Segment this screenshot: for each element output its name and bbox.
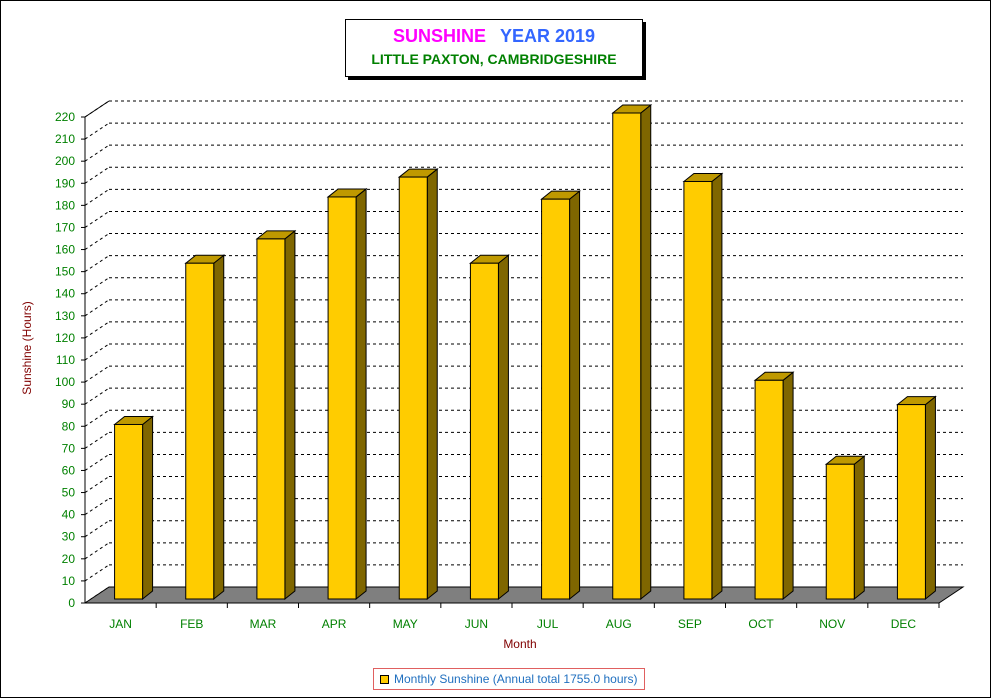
bar-side-oct [782,371,794,601]
bar-dec [896,404,926,600]
grid-line-side [84,476,110,493]
legend-swatch [380,674,389,684]
x-tick-label-feb: FEB [180,617,203,631]
grid-line-side [84,144,110,162]
bar-side-dec [924,395,936,601]
bar-side-mar [284,229,296,601]
bar-side-may [426,168,438,601]
y-tick-label: 140 [55,287,75,301]
y-axis-title: Sunshine (Hours) [20,301,34,394]
y-tick-label: 160 [55,243,75,257]
grid-line-side [84,542,110,560]
y-tick-label: 170 [55,220,75,234]
grid-line-side [84,365,110,383]
bar-side-nov [853,455,865,601]
x-tick-label-jun: JUN [465,617,488,631]
grid-line-side [84,454,110,471]
y-tick-label: 110 [56,353,75,367]
x-tick-label-aug: AUG [606,617,632,631]
bar-jun [469,262,499,600]
bar-oct [754,379,784,600]
bar-side-feb [213,254,225,601]
y-tick-label: 0 [68,596,75,610]
y-tick-label: 190 [55,176,75,190]
y-tick-label: 90 [62,397,76,411]
y-tick-label: 40 [62,508,76,522]
bar-apr [327,196,357,600]
x-tick-label-dec: DEC [891,617,917,631]
y-tick-label: 10 [62,574,76,588]
grid-line-side [84,255,110,273]
legend: Monthly Sunshine (Annual total 1755.0 ho… [373,668,645,690]
y-tick-label: 20 [62,552,76,566]
legend-label: Monthly Sunshine (Annual total 1755.0 ho… [394,672,638,686]
bar-may [398,176,428,600]
wall-top-edge [84,100,110,118]
grid-line-side [84,409,110,427]
bar-side-jun [497,254,509,601]
grid-line-side [84,233,110,250]
x-tick-label-jul: JUL [537,617,559,631]
bar-sep [683,180,713,600]
grid-line-side [84,211,110,228]
grid-line-side [84,387,110,405]
grid-line-side [84,122,110,140]
x-tick-label-may: MAY [393,617,418,631]
grid-line-side [84,277,110,295]
y-tick-label: 50 [62,486,76,500]
grid-line-side [84,166,110,184]
grid-line-side [84,564,110,582]
y-tick-label: 150 [55,265,75,279]
plot-walls [85,101,963,603]
chart-subtitle: LITTLE PAXTON, CAMBRIDGESHIRE [371,51,617,67]
x-tick-label-oct: OCT [748,617,774,631]
grid-line-side [84,520,110,538]
bar-jan [114,423,144,600]
y-tick-label: 130 [55,309,75,323]
y-tick-label: 200 [55,154,75,168]
grid-line-side [84,299,110,317]
title-part-year: YEAR 2019 [499,26,596,46]
chart-title: SUNSHINE YEAR 2019 [346,26,642,47]
bar-aug [612,112,642,600]
y-tick-label: 120 [55,331,75,345]
y-tick-label: 80 [62,419,76,433]
y-tick-label: 180 [55,198,75,212]
grid-line-side [84,321,110,339]
x-tick-label-sep: SEP [678,617,702,631]
x-tick-label-jan: JAN [109,617,132,631]
grid-line-side [84,343,110,361]
grid-line-side [84,188,110,206]
y-tick-label: 30 [62,530,76,544]
bar-jul [541,198,571,600]
y-tick-label: 100 [55,375,75,389]
x-tick-label-apr: APR [322,617,347,631]
x-axis-title: Month [503,637,536,651]
x-tick-label-mar: MAR [250,617,277,631]
y-tick-label: 210 [55,132,75,146]
title-part-sunshine: SUNSHINE [392,26,486,46]
bar-side-aug [640,103,652,601]
grid-line-side [84,431,110,449]
x-tick-label-nov: NOV [819,617,845,631]
bar-nov [825,463,855,600]
grid-line-side [84,498,110,516]
title-box: SUNSHINE YEAR 2019 LITTLE PAXTON, CAMBRID… [345,19,643,77]
bar-side-jan [142,415,154,601]
bar-side-apr [355,187,367,601]
bar-side-jul [569,190,581,601]
y-tick-label: 220 [55,110,75,124]
bar-feb [185,262,215,600]
bar-mar [256,238,286,600]
bar-side-sep [711,172,723,601]
y-tick-label: 60 [62,463,76,477]
y-tick-label: 70 [62,441,76,455]
